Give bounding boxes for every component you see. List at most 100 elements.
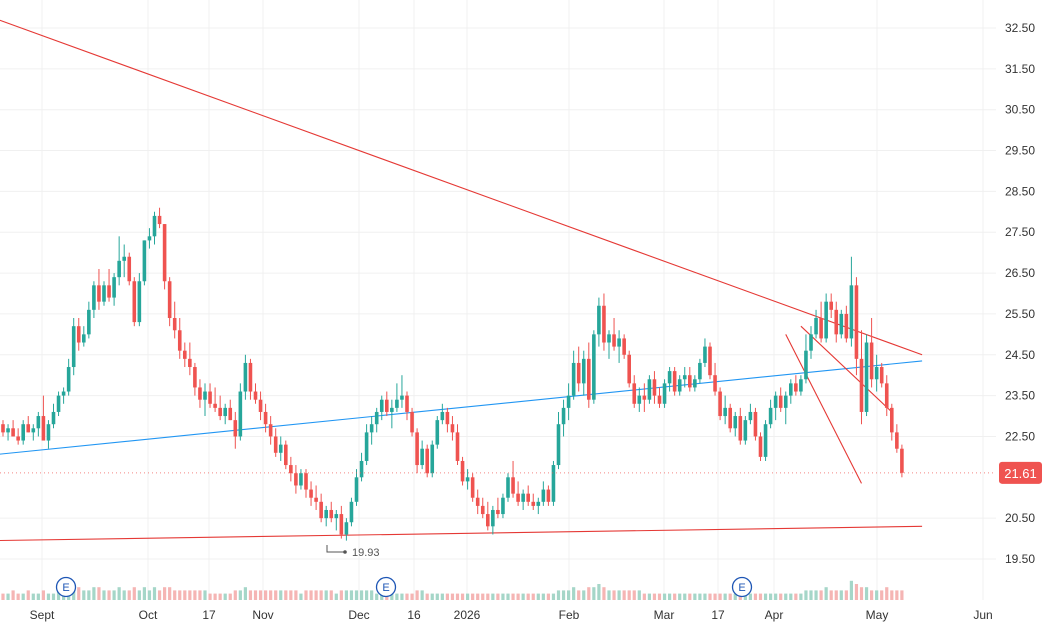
candle-body <box>662 383 667 404</box>
candle-body <box>122 256 126 261</box>
volume-bar <box>183 590 187 600</box>
candle-body <box>475 497 480 506</box>
candle-body <box>844 313 849 339</box>
candle <box>369 416 374 445</box>
candle <box>642 383 647 412</box>
volume-bar <box>466 593 470 600</box>
candle <box>400 375 404 408</box>
candle <box>319 493 323 523</box>
candle <box>748 403 753 425</box>
candle-body <box>602 305 606 343</box>
candle <box>450 416 455 441</box>
volume-bar <box>122 590 126 600</box>
candle-body <box>733 416 738 429</box>
y-tick-label: 22.50 <box>1005 429 1035 443</box>
candle-body <box>612 334 616 347</box>
x-axis: Sept Oct 17 Nov Dec 16 2026 Feb Mar 17 Apr May Jun <box>30 608 993 622</box>
candle-body <box>253 391 258 400</box>
candle <box>587 342 591 408</box>
volume-bar <box>890 590 894 600</box>
candle <box>501 493 505 519</box>
candle-body <box>778 395 783 408</box>
candle <box>425 444 429 478</box>
candle-body <box>819 318 823 339</box>
candle <box>82 326 86 347</box>
volume-bar <box>567 590 571 600</box>
volume-bar <box>895 590 899 600</box>
volume-bar <box>198 590 202 600</box>
x-tick-label: Dec <box>348 608 369 622</box>
earnings-marker[interactable]: E <box>375 576 397 598</box>
volume-bar <box>269 590 273 600</box>
candle <box>294 465 298 494</box>
candle-body <box>309 489 313 498</box>
volume-bar <box>718 593 722 600</box>
volume-bar <box>460 593 465 600</box>
candle <box>132 277 137 327</box>
candle-body <box>718 391 722 417</box>
candle-body <box>506 477 510 498</box>
candle-body <box>415 432 419 466</box>
candle-body <box>667 371 672 384</box>
candle-body <box>430 444 435 474</box>
volume-bar <box>132 587 136 600</box>
candle <box>627 350 631 388</box>
candle <box>733 411 738 437</box>
x-tick-label: Oct <box>139 608 158 622</box>
volume-bar <box>541 593 545 600</box>
candle-body <box>566 395 571 408</box>
candle-body <box>223 407 227 417</box>
candle <box>900 444 904 478</box>
volume-bar <box>536 593 540 600</box>
candle <box>122 244 126 278</box>
candle-body <box>531 501 536 506</box>
candle <box>622 334 626 359</box>
candle-body <box>884 383 889 408</box>
volume-bar <box>708 593 712 600</box>
volume-bar <box>455 593 460 600</box>
volume-bar <box>117 587 121 600</box>
x-tick-label: Nov <box>252 608 273 622</box>
candle-body <box>369 424 374 433</box>
earnings-marker[interactable]: E <box>55 576 77 598</box>
candle-body <box>849 285 854 339</box>
candle <box>6 424 10 441</box>
volume-bar <box>622 590 626 600</box>
candle <box>839 309 844 339</box>
volume-bar <box>531 593 535 600</box>
candle <box>390 399 394 429</box>
volume-bar <box>344 590 348 600</box>
volume-bar <box>769 593 773 600</box>
volume-bar <box>127 590 131 600</box>
earnings-marker[interactable]: E <box>731 576 753 598</box>
candle <box>87 301 91 339</box>
candle-body <box>319 501 323 519</box>
x-tick-label: Feb <box>559 608 580 622</box>
x-tick-label: May <box>866 608 889 622</box>
candle <box>228 399 233 421</box>
volume-bar <box>683 593 687 600</box>
volume-bar <box>87 590 91 600</box>
candle-body <box>188 358 192 368</box>
volume-bar <box>157 590 162 600</box>
candle <box>76 318 81 351</box>
candle-body <box>359 460 364 478</box>
candle-body <box>693 379 697 388</box>
candle-body <box>243 362 248 392</box>
volume-bar <box>450 593 455 600</box>
candle <box>349 497 354 527</box>
volume-bar <box>814 590 818 600</box>
candle <box>11 420 15 437</box>
candle-body <box>137 281 142 323</box>
trendlines[interactable] <box>0 0 923 542</box>
candle <box>223 403 227 425</box>
volume-bar <box>471 593 475 600</box>
volume-bar <box>839 590 843 600</box>
y-tick-label: 32.50 <box>1005 21 1035 35</box>
candle <box>496 497 500 519</box>
candle <box>127 252 132 286</box>
candle-body <box>728 407 732 429</box>
candle-body <box>607 334 611 343</box>
candle <box>107 268 111 302</box>
